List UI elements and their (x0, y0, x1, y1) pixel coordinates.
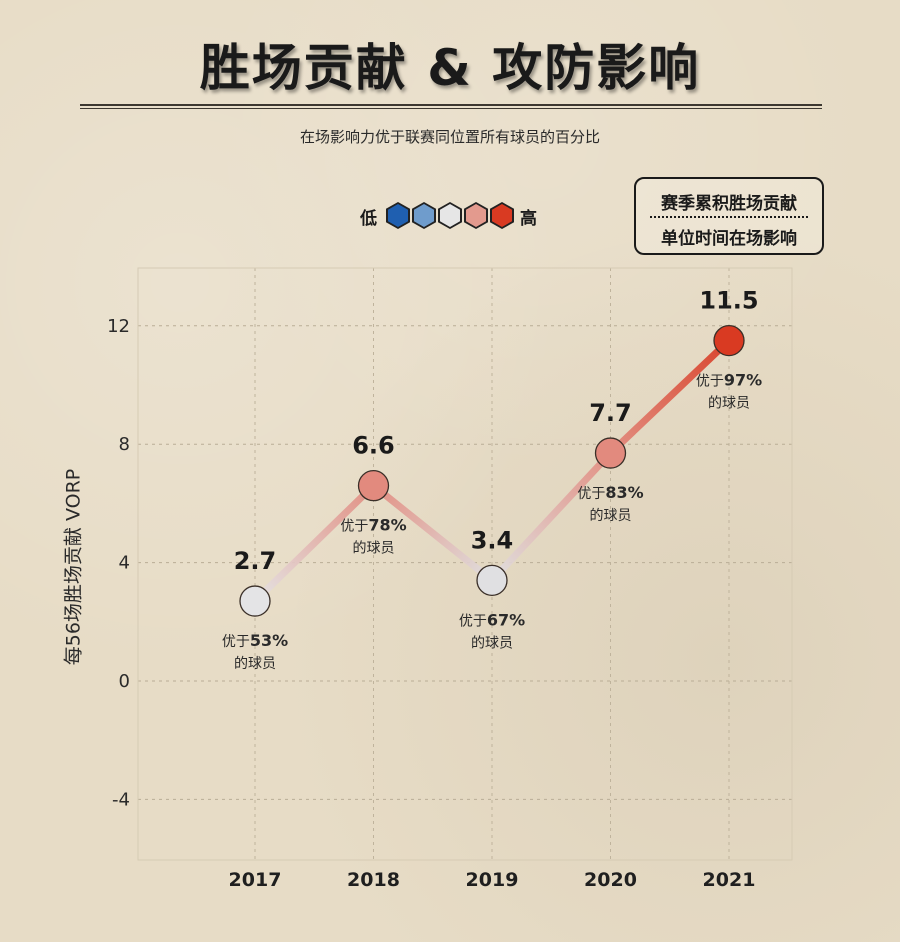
x-tick-label: 2019 (466, 869, 519, 891)
value-label: 2.7 (234, 547, 277, 575)
value-label: 6.6 (352, 432, 395, 460)
legend-swatch-4 (464, 202, 488, 229)
data-point (357, 469, 390, 502)
key-divider (650, 216, 808, 218)
title-divider-thin (80, 108, 822, 109)
title-divider (80, 104, 822, 106)
data-point (476, 564, 508, 597)
legend-swatch-1 (386, 202, 410, 229)
x-tick-label: 2021 (703, 869, 756, 891)
percentile-annotation-line2: 的球员 (590, 508, 632, 524)
percentile-annotation-line2: 的球员 (234, 656, 276, 672)
x-tick-label: 2020 (584, 869, 637, 891)
plot-frame (137, 267, 793, 861)
series-line-segment (370, 482, 496, 584)
y-tick-label: -4 (112, 789, 130, 810)
series-line-segment (607, 337, 733, 457)
legend-swatch-3 (438, 202, 462, 229)
series-line-segment (251, 482, 377, 605)
y-tick-label: 12 (107, 316, 130, 337)
percentile-annotation: 优于83% (577, 483, 643, 502)
percentile-annotation: 优于78% (340, 516, 406, 535)
series-line-segment (488, 449, 614, 584)
legend-swatch-5 (490, 202, 514, 229)
percentile-annotation: 优于67% (459, 610, 525, 629)
value-label: 7.7 (589, 399, 632, 427)
percentile-annotation-line2: 的球员 (353, 541, 395, 557)
x-tick-label: 2018 (347, 869, 400, 891)
data-point (713, 324, 745, 357)
percentile-annotation: 优于97% (696, 371, 762, 390)
x-tick-label: 2017 (229, 869, 282, 891)
chart-subtitle: 在场影响力优于联赛同位置所有球员的百分比 (299, 128, 600, 146)
data-point (594, 437, 627, 469)
data-point (239, 585, 271, 617)
y-tick-label: 0 (119, 671, 130, 692)
value-label: 3.4 (471, 526, 514, 554)
percentile-annotation-line2: 的球员 (471, 635, 513, 651)
y-tick-label: 8 (119, 434, 130, 455)
chart-title: 胜场贡献 & 攻防影响 (199, 39, 701, 97)
key-line-label: 赛季累积胜场贡献 (661, 194, 797, 214)
percentile-annotation: 优于53% (222, 631, 288, 650)
legend-swatch-2 (412, 202, 436, 229)
legend-high-label: 高 (520, 209, 537, 229)
encoding-key-box: 赛季累积胜场贡献 单位时间在场影响 (634, 177, 824, 255)
y-tick-label: 4 (119, 553, 130, 574)
value-label: 11.5 (699, 287, 758, 315)
percentile-annotation-line2: 的球员 (708, 396, 750, 412)
legend-low-label: 低 (360, 209, 377, 229)
key-circle-label: 单位时间在场影响 (661, 229, 797, 249)
